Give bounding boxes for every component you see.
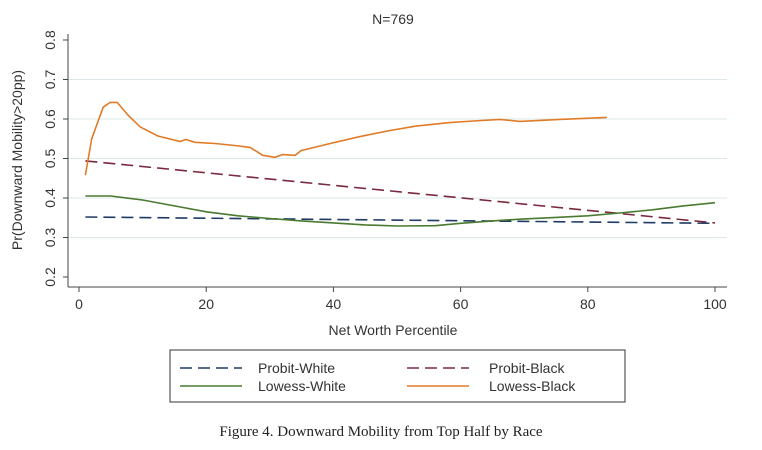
y-axis-label: Pr(Downward Mobility>20pp) — [9, 70, 25, 250]
y-tick-label: 0.3 — [42, 228, 58, 248]
legend-label: Lowess-Black — [489, 378, 576, 394]
x-tick-label: 100 — [703, 296, 727, 312]
x-tick-label: 60 — [453, 296, 469, 312]
series-line-lowess-white — [85, 195, 716, 227]
x-tick-label: 0 — [75, 296, 83, 312]
series-line-probit-black — [85, 160, 716, 224]
chart-title: N=769 — [372, 11, 414, 27]
y-tick-label: 0.2 — [42, 267, 58, 287]
y-tick-label: 0.5 — [42, 149, 58, 169]
figure-caption: Figure 4. Downward Mobility from Top Hal… — [219, 424, 543, 440]
x-tick-label: 40 — [326, 296, 342, 312]
y-tick-label: 0.8 — [42, 30, 58, 50]
y-tick-label: 0.4 — [42, 188, 58, 208]
legend-label: Lowess-White — [258, 378, 346, 394]
y-tick-label: 0.6 — [42, 109, 58, 129]
x-tick-label: 80 — [580, 296, 596, 312]
series-line-probit-white — [85, 216, 716, 225]
legend-box — [169, 349, 626, 403]
legend-label: Probit-Black — [489, 360, 565, 376]
legend-label: Probit-White — [258, 360, 335, 376]
series-line-lowess-black — [84, 101, 607, 176]
x-axis-label: Net Worth Percentile — [329, 322, 458, 338]
x-tick-label: 20 — [198, 296, 214, 312]
chart: 0.2 0.3 0.4 0.5 0.6 0.7 0.8 0 20 40 60 80 100 N=769 Ne… — [9, 11, 727, 403]
y-tick-label: 0.7 — [42, 70, 58, 90]
